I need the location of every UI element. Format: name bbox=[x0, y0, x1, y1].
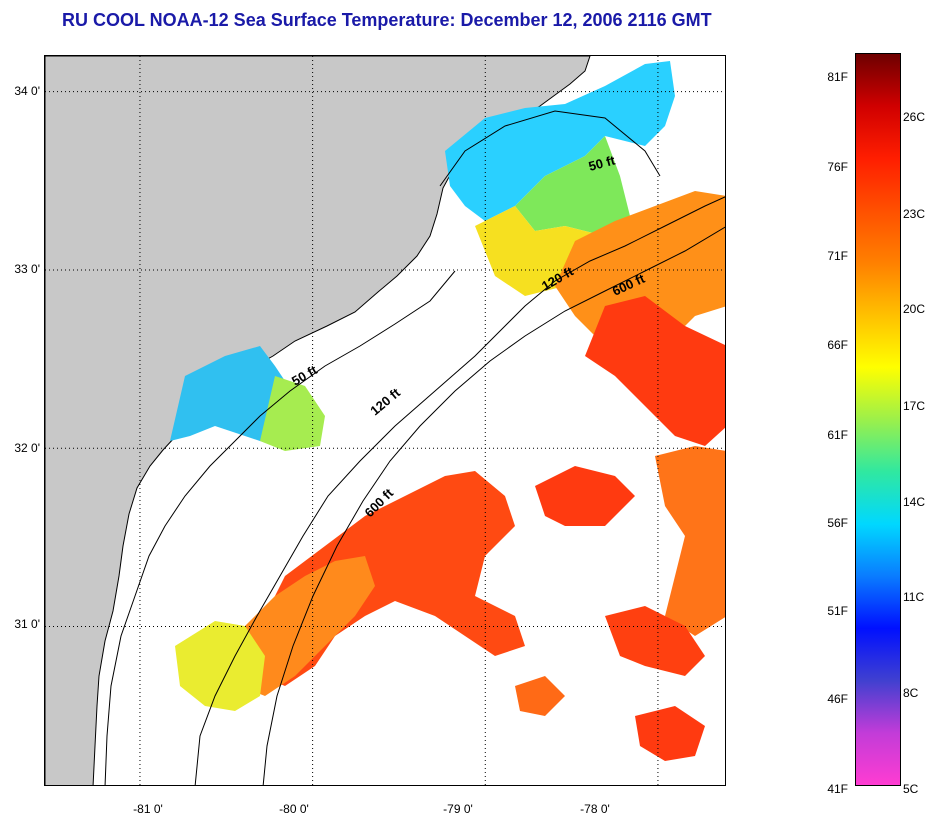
graticule bbox=[45, 56, 725, 785]
celsius-label: 17C bbox=[903, 399, 926, 413]
sst-patch-green-mid bbox=[260, 376, 325, 451]
latitude-label: 31 0' bbox=[14, 617, 40, 631]
isobath-label: 50 ft bbox=[289, 362, 320, 389]
isobath-50ft bbox=[439, 110, 661, 187]
longitude-label: -79 0' bbox=[443, 802, 473, 816]
sst-patch-orange-south bbox=[235, 556, 375, 696]
latitude-label: 32 0' bbox=[14, 441, 40, 455]
celsius-label: 26C bbox=[903, 110, 926, 124]
sst-patch-green bbox=[515, 136, 630, 236]
isobath-50ft-south bbox=[104, 270, 456, 785]
celsius-label: 11C bbox=[903, 590, 925, 604]
latitude-label: 34 0' bbox=[14, 84, 40, 98]
isobath-label: 50 ft bbox=[587, 152, 617, 174]
celsius-label: 20C bbox=[903, 302, 926, 316]
fahrenheit-label: 46F bbox=[827, 692, 848, 706]
isobath-600ft bbox=[262, 226, 725, 785]
celsius-label: 14C bbox=[903, 495, 926, 509]
map-title: RU COOL NOAA-12 Sea Surface Temperature:… bbox=[62, 10, 712, 30]
fahrenheit-label: 81F bbox=[827, 70, 848, 84]
sst-patch-cool-north bbox=[445, 61, 675, 221]
isobath-label: 120 ft bbox=[367, 385, 403, 419]
celsius-label: 5C bbox=[903, 782, 919, 796]
fahrenheit-label: 71F bbox=[827, 249, 848, 263]
temperature-colorbar bbox=[855, 53, 901, 786]
fahrenheit-label: 51F bbox=[827, 604, 848, 618]
fahrenheit-label: 61F bbox=[827, 428, 848, 442]
sst-patch-red-far-southeast bbox=[635, 706, 705, 761]
sst-map-canvas: 50 ft 50 ft 120 ft 120 ft 600 ft 600 ft bbox=[45, 56, 725, 785]
sst-patch-red-southeast bbox=[605, 606, 705, 676]
sst-patch-orange-east bbox=[655, 446, 725, 636]
fahrenheit-label: 66F bbox=[827, 338, 848, 352]
isobath-lines bbox=[104, 110, 725, 785]
longitude-label: -80 0' bbox=[279, 802, 309, 816]
sst-patch-red-north bbox=[585, 296, 725, 446]
latitude-label: 33 0' bbox=[14, 262, 40, 276]
isobath-120ft bbox=[194, 196, 725, 785]
sst-patch-red-east bbox=[535, 466, 635, 526]
sst-patch-yellow-south bbox=[175, 621, 265, 711]
fahrenheit-label: 56F bbox=[827, 516, 848, 530]
sst-map: 50 ft 50 ft 120 ft 120 ft 600 ft 600 ft bbox=[44, 55, 726, 786]
fahrenheit-label: 76F bbox=[827, 160, 848, 174]
sst-patch-orange-scatter bbox=[515, 676, 565, 716]
celsius-label: 23C bbox=[903, 207, 926, 221]
longitude-label: -81 0' bbox=[133, 802, 163, 816]
fahrenheit-label: 41F bbox=[827, 782, 848, 796]
longitude-label: -78 0' bbox=[580, 802, 610, 816]
celsius-label: 8C bbox=[903, 686, 919, 700]
